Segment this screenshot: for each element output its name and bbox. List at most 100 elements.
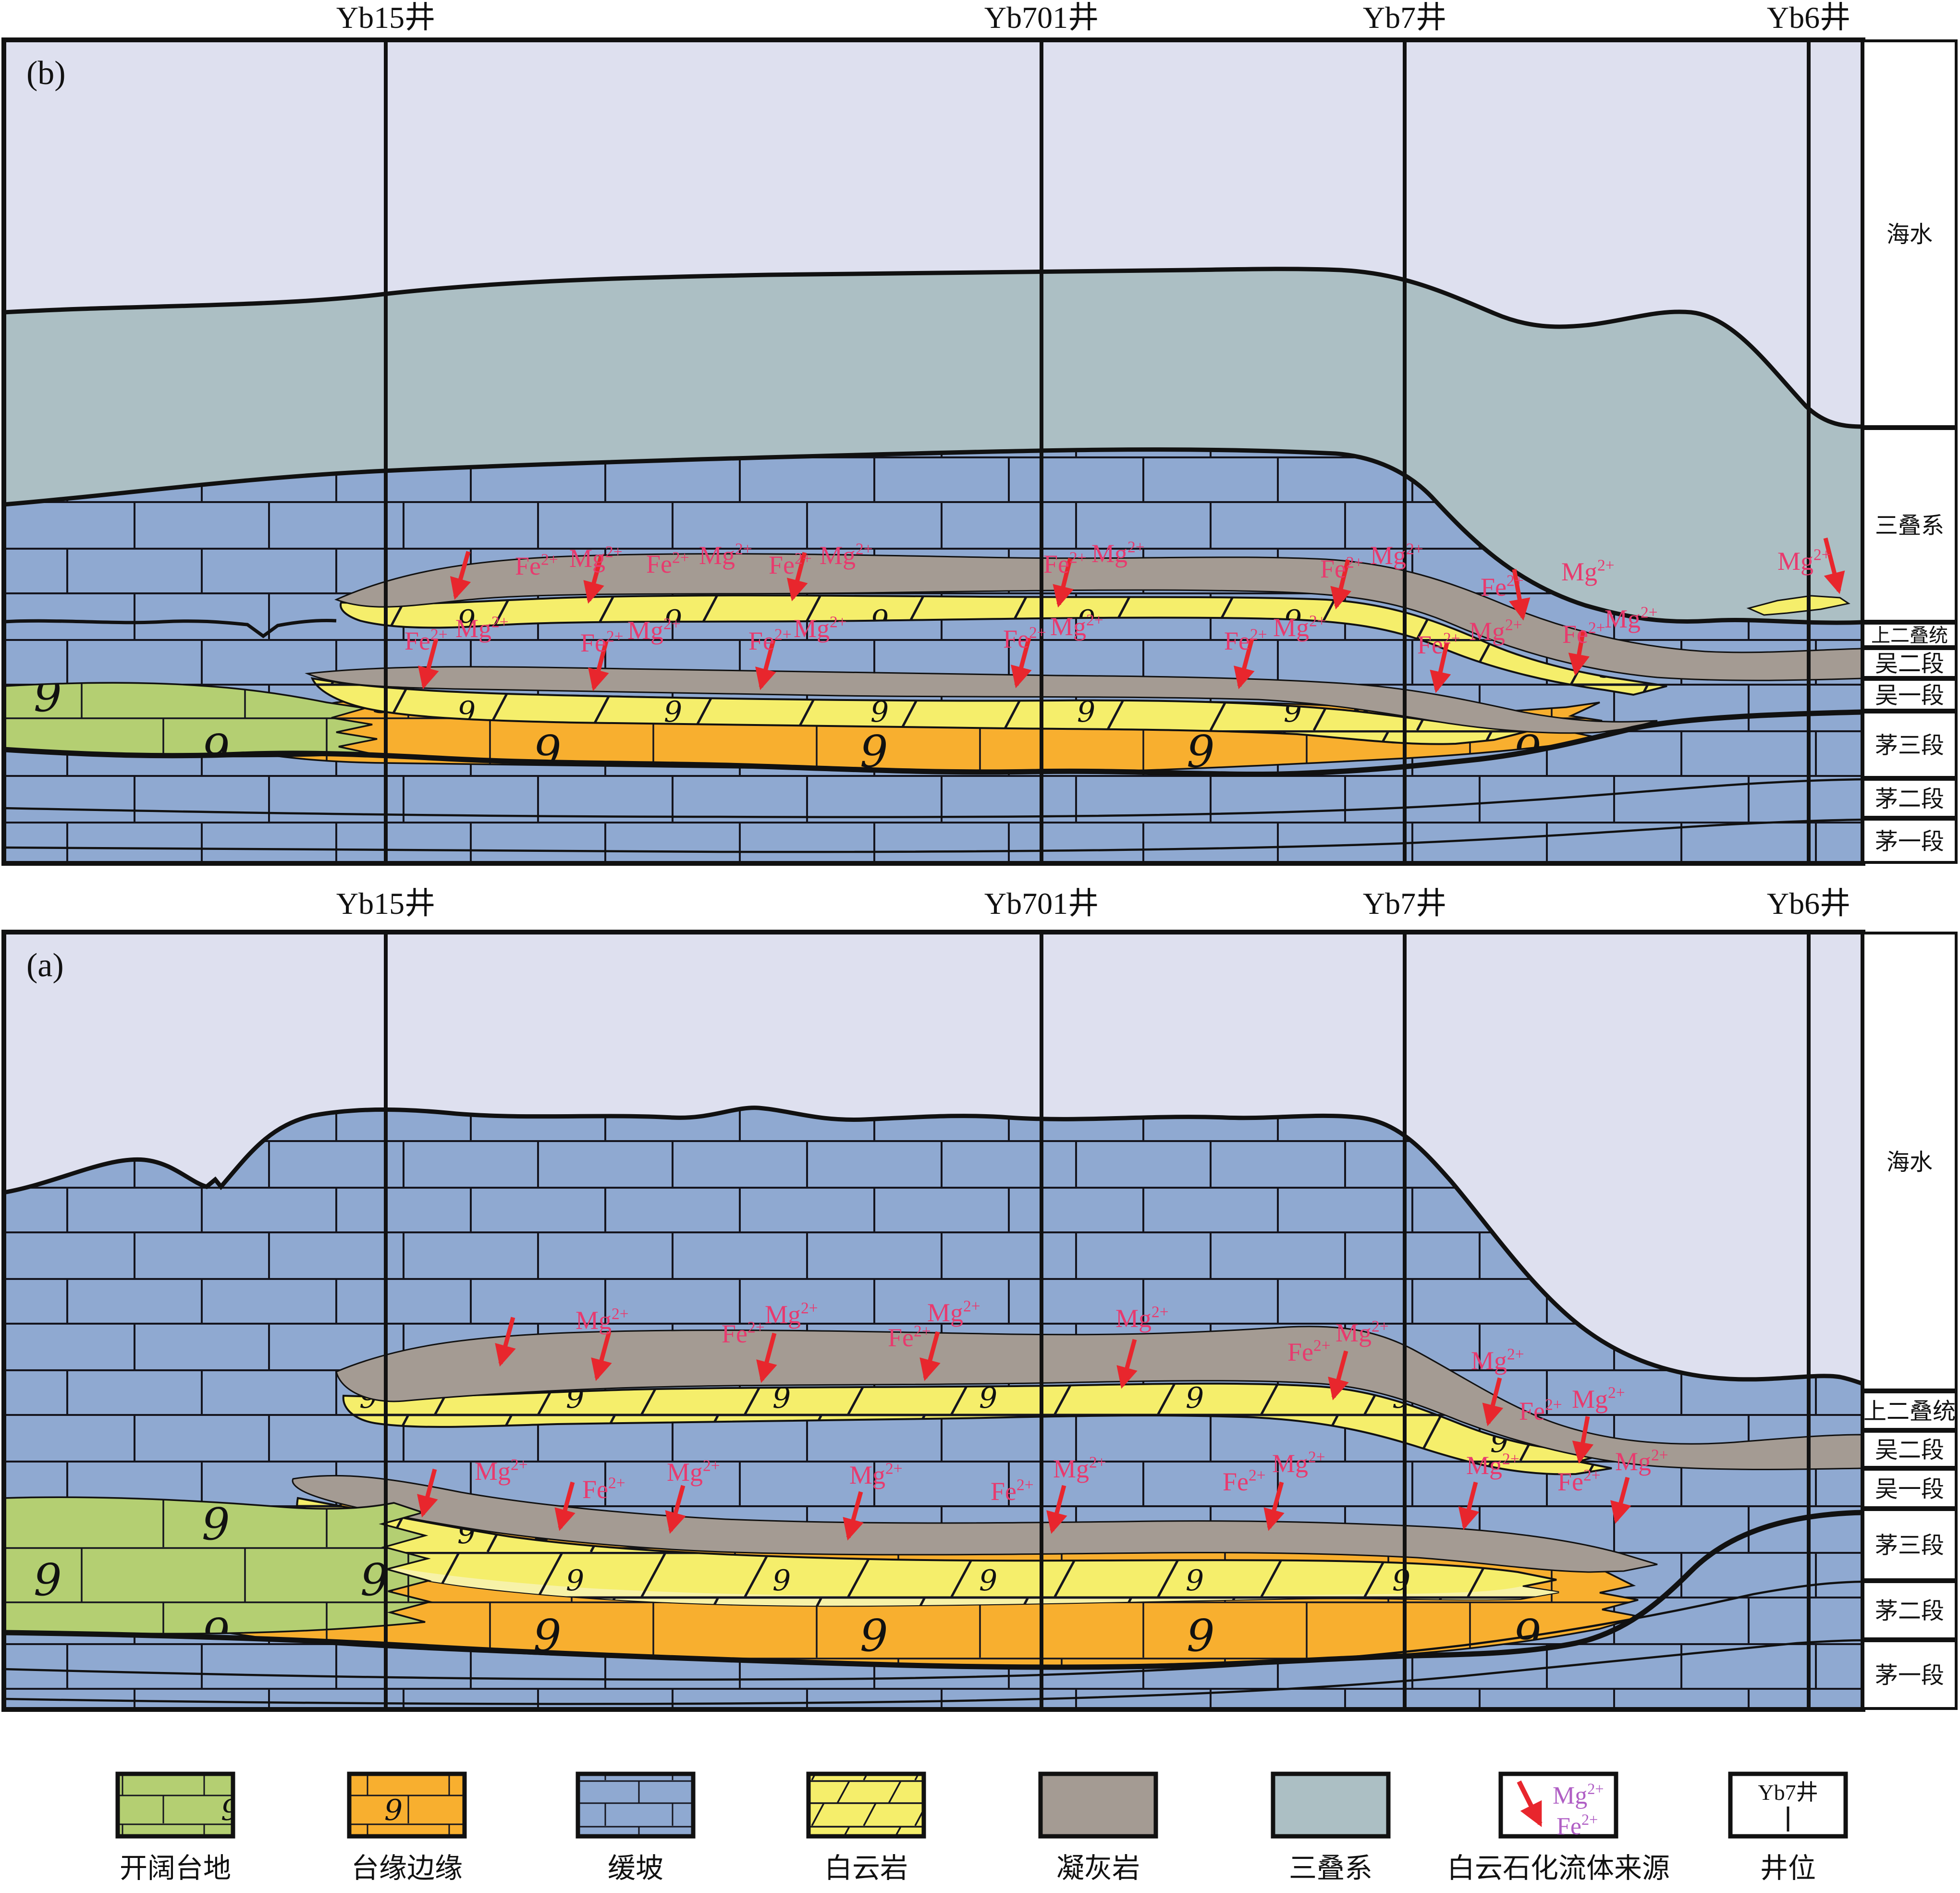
ion-label: Mg2+: [1605, 603, 1658, 633]
ion-label: Mg2+: [569, 543, 623, 573]
strata-label: 吴一段: [1875, 683, 1944, 708]
maokou2-top-line-b: [4, 778, 1863, 818]
ion-label: Mg2+: [1466, 1450, 1519, 1480]
panel-a: Mg2+Fe2+ Mg2+Fe2+Mg2+ Mg2+Fe2+ Mg2+Mg2+Fe2+…: [1, 886, 1958, 1712]
well-example-label: Yb7井: [1758, 1780, 1818, 1805]
well-label: Yb701井: [984, 0, 1099, 35]
ion-label: Fe2+: [515, 551, 558, 580]
fluid-arrow: [1046, 1485, 1067, 1534]
ion-label: Fe2+: [404, 626, 448, 655]
ion-label: Fe2+: [1320, 553, 1363, 583]
panel-b-tag: (b): [26, 55, 66, 92]
strata-box: [1862, 711, 1958, 779]
legend-item-platform-margin: 台缘边缘: [347, 1771, 467, 1884]
maokou3-top-line-a: [4, 1510, 1863, 1670]
fluid-arrow: [591, 1331, 612, 1381]
fluid-arrow: [554, 1481, 576, 1531]
ion-label: Mg2+: [927, 1297, 980, 1327]
strata-label: 三叠系: [1875, 513, 1944, 539]
strata-label: 吴一段: [1875, 1476, 1944, 1502]
fluid-arrow: [1330, 559, 1352, 610]
open-platform-green-a: [4, 1496, 433, 1635]
strata-box: [1862, 39, 1958, 428]
triassic-base-line-b: [4, 447, 1863, 625]
ion-label: Fe2+: [1556, 1811, 1598, 1840]
tuff-upper-b: [334, 553, 1863, 681]
fluid-arrow: [665, 1485, 686, 1534]
fluid-arrow: [1572, 1416, 1594, 1464]
strata-box: [1862, 1390, 1958, 1431]
ion-label: Fe2+: [1224, 626, 1267, 655]
strata-box: [1862, 1430, 1958, 1469]
ion-label: Mg2+: [1050, 611, 1103, 641]
fluid-arrow: [756, 1332, 777, 1383]
well-label: Yb6井: [1767, 886, 1850, 921]
ion-label: Mg2+: [1335, 1317, 1389, 1347]
ion-label: Fe2+: [646, 549, 689, 578]
maokou2-top-line-a: [4, 1580, 1863, 1681]
legend-label: 凝灰岩: [1056, 1853, 1140, 1884]
fluid-arrow: [1011, 637, 1032, 688]
ion-label: Mg2+: [1469, 616, 1522, 646]
legend-item-triassic: 三叠系: [1271, 1771, 1391, 1884]
strata-label: 茅三段: [1875, 733, 1944, 758]
strata-label: 茅一段: [1875, 829, 1944, 854]
legend-label: 白云石化流体来源: [1447, 1853, 1670, 1884]
legend: 开阔台地 台缘边缘 缓坡 白云岩 凝灰岩 三叠系 Mg2+Fe2+ 白云石化流体…: [115, 1771, 1848, 1884]
ramp-swatch: [576, 1771, 696, 1839]
fluid-arrow: [450, 551, 471, 600]
fluid-arrow-icon: [1517, 1780, 1543, 1827]
legend-item-dolomite: 白云岩: [806, 1771, 926, 1884]
dolomite-upper-a: [342, 1382, 1612, 1475]
strata-box: [1862, 647, 1958, 679]
legend-label: 三叠系: [1289, 1853, 1372, 1884]
triassic-body-b: [4, 269, 1863, 623]
ion-label: Mg2+: [1115, 1303, 1169, 1333]
strata-box: [1862, 1468, 1958, 1509]
panel-b: Fe2+ Mg2+ Fe2+ Mg2+Fe2+ Mg2+Fe2+ Mg2+Fe2+ Mg2+…: [1, 0, 1958, 866]
fluid-arrow: [1823, 537, 1845, 594]
well-label: Yb15井: [336, 0, 435, 35]
permian-trace-line-b: [4, 618, 337, 639]
platform-margin-swatch: [347, 1771, 467, 1839]
ion-label: Mg2+: [1572, 1384, 1625, 1414]
well-lines-a: [384, 932, 1811, 1709]
well-label: Yb7井: [1363, 0, 1446, 35]
ion-label: Mg2+: [1370, 540, 1423, 570]
strata-label: 海水: [1886, 222, 1933, 247]
ion-label: Mg2+: [1273, 612, 1326, 642]
well-labels-b: Yb15井 Yb701井 Yb7井 Yb6井: [336, 0, 1850, 35]
ion-label: Mg2+: [1091, 538, 1145, 568]
seawater-a: [4, 932, 1863, 1384]
triassic-swatch: [1271, 1771, 1391, 1839]
dolomite-sliver-right-b: [1746, 595, 1850, 616]
fluid-arrow: [843, 1491, 864, 1541]
fluid-arrow: [418, 638, 439, 689]
ion-label: Fe2+: [1519, 1396, 1562, 1426]
strata-box: [1862, 1580, 1958, 1640]
ion-label: Fe2+: [1557, 1466, 1601, 1496]
ion-label: Mg2+: [475, 1456, 528, 1486]
fluid-annotations-b: Fe2+ Mg2+ Fe2+ Mg2+Fe2+ Mg2+Fe2+ Mg2+Fe2+ Mg2+…: [404, 537, 1845, 693]
dolomite-lower-b: [310, 677, 1528, 745]
tuff-lower-a: [292, 1475, 1658, 1573]
strata-box: [1862, 622, 1958, 648]
fluid-arrow: [1328, 1350, 1349, 1401]
strata-label: 茅二段: [1875, 787, 1944, 812]
fluid-arrow: [588, 640, 609, 691]
ion-label: Fe2+: [1417, 629, 1460, 659]
strata-box: [1862, 1639, 1958, 1710]
strata-label: 海水: [1886, 1150, 1933, 1175]
ion-label: Fe2+: [722, 1318, 765, 1348]
strata-box: [1862, 1508, 1958, 1581]
ion-label: Mg2+: [576, 1305, 629, 1335]
well-labels-a: Yb15井 Yb701井 Yb7井 Yb6井: [336, 886, 1850, 921]
ion-label: Fe2+: [1287, 1337, 1331, 1366]
legend-label: 缓坡: [608, 1853, 663, 1884]
fluid-arrow: [1234, 638, 1255, 689]
maokou1-top-line-a: [4, 1639, 1863, 1705]
fluid-arrow: [1610, 1476, 1631, 1524]
fluid-arrow: [583, 554, 604, 604]
